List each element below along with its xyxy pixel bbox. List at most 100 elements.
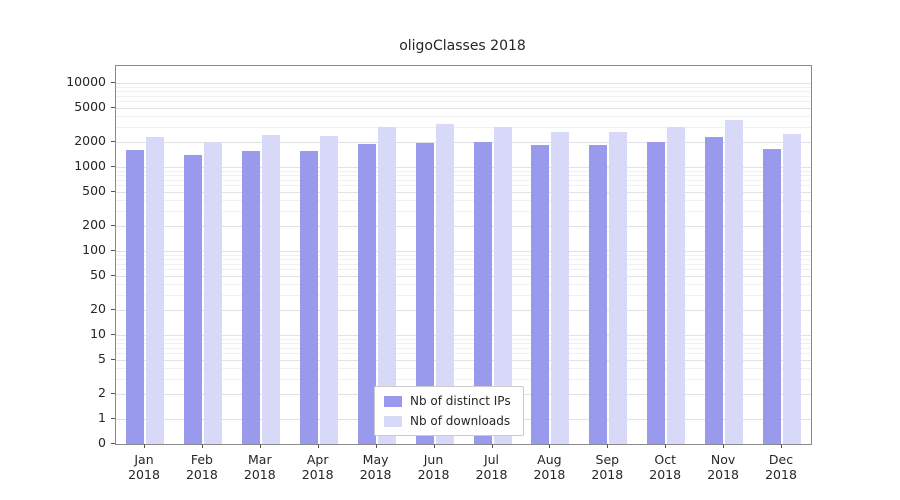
minor-gridline [116,179,811,181]
x-tick-mark [433,444,435,448]
x-tick-label-may: May 2018 [346,452,406,482]
y-tick-label: 50 [90,267,106,283]
y-tick-label: 5000 [74,99,106,115]
bar-downloads-jun [435,124,454,444]
major-gridline [116,250,811,252]
y-tick-mark [111,308,115,310]
x-tick-label-dec: Dec 2018 [751,452,811,482]
major-gridline [116,309,811,311]
minor-gridline [116,170,811,172]
x-tick-month: Jul [483,452,500,467]
x-tick-label-jul: Jul 2018 [462,452,522,482]
legend-swatch-icon [384,395,402,407]
major-gridline [116,225,811,227]
y-tick-mark [111,249,115,251]
x-tick-label-nov: Nov 2018 [693,452,753,482]
bar-downloads-oct [667,126,686,444]
x-tick-month: Apr [306,452,329,467]
x-tick-mark [201,444,203,448]
x-tick-month: Jan [134,452,154,467]
minor-gridline [116,378,811,380]
y-tick-mark [111,224,115,226]
x-tick-year: 2018 [591,467,624,482]
major-gridline [116,82,811,84]
x-tick-label-oct: Oct 2018 [635,452,695,482]
y-tick-mark [111,191,115,193]
x-tick-month: Sep [595,452,620,467]
x-tick-year: 2018 [417,467,450,482]
major-gridline [116,166,811,168]
x-tick-year: 2018 [475,467,508,482]
bar-ips-feb [183,154,202,444]
legend: Nb of distinct IPs Nb of downloads [374,386,524,436]
minor-gridline [116,101,811,103]
minor-gridline [116,210,811,212]
y-tick-label: 500 [82,183,106,199]
x-tick-year: 2018 [359,467,392,482]
x-tick-mark [259,444,261,448]
x-tick-label-apr: Apr 2018 [288,452,348,482]
y-tick-mark [111,417,115,419]
minor-gridline [116,200,811,202]
y-tick-label: 5 [98,351,106,367]
legend-label: Nb of distinct IPs [410,394,511,408]
minor-gridline [116,95,811,97]
bar-ips-aug [531,145,550,444]
x-tick-label-mar: Mar 2018 [230,452,290,482]
bar-ips-jun [415,143,434,444]
major-gridline [116,192,811,194]
minor-gridline [116,90,811,92]
major-gridline [116,141,811,143]
y-tick-label: 0 [98,435,106,450]
bar-downloads-jan [146,137,164,444]
legend-swatch-icon [384,415,402,427]
y-tick-label: 100 [82,241,106,257]
bar-downloads-may [377,126,396,444]
x-tick-year: 2018 [707,467,739,482]
y-tick-label: 200 [82,216,106,232]
y-tick-label: 2000 [74,132,106,148]
bar-ips-may [357,144,376,444]
x-tick-year: 2018 [765,467,797,482]
minor-gridline [116,368,811,370]
bar-downloads-feb [203,141,222,444]
x-tick-month: Dec [768,452,794,467]
x-tick-label-jan: Jan 2018 [114,452,174,482]
x-tick-year: 2018 [185,467,218,482]
bar-ips-dec [763,148,781,444]
bar-downloads-aug [551,131,570,444]
x-tick-month: Mar [248,452,272,467]
y-tick-label: 2 [98,384,106,400]
bar-downloads-jul [493,126,512,444]
minor-gridline [116,338,811,340]
x-tick-mark [723,444,725,448]
y-tick-mark [111,165,115,167]
x-tick-label-feb: Feb 2018 [172,452,232,482]
x-tick-mark [491,444,493,448]
y-tick-mark [111,359,115,361]
x-tick-year: 2018 [649,467,682,482]
y-tick-label: 20 [90,300,106,316]
bar-downloads-sep [609,131,628,444]
y-tick-mark [111,392,115,394]
x-tick-month: Aug [537,452,562,467]
x-tick-mark [781,444,782,448]
legend-item-ips: Nb of distinct IPs [384,394,511,408]
minor-gridline [116,258,811,260]
y-tick-mark [111,443,115,444]
x-tick-label-jun: Jun 2018 [404,452,464,482]
major-gridline [116,334,811,336]
x-tick-month: Nov [710,452,736,467]
y-tick-label: 10 [90,325,106,341]
minor-gridline [116,174,811,176]
x-tick-mark [317,444,319,448]
legend-label: Nb of downloads [410,414,511,428]
bar-ips-mar [241,150,260,444]
minor-gridline [116,284,811,286]
x-tick-label-sep: Sep 2018 [577,452,637,482]
bar-downloads-mar [261,134,280,444]
minor-gridline [116,294,811,296]
x-tick-mark [607,444,609,448]
bar-ips-jan [126,149,144,444]
